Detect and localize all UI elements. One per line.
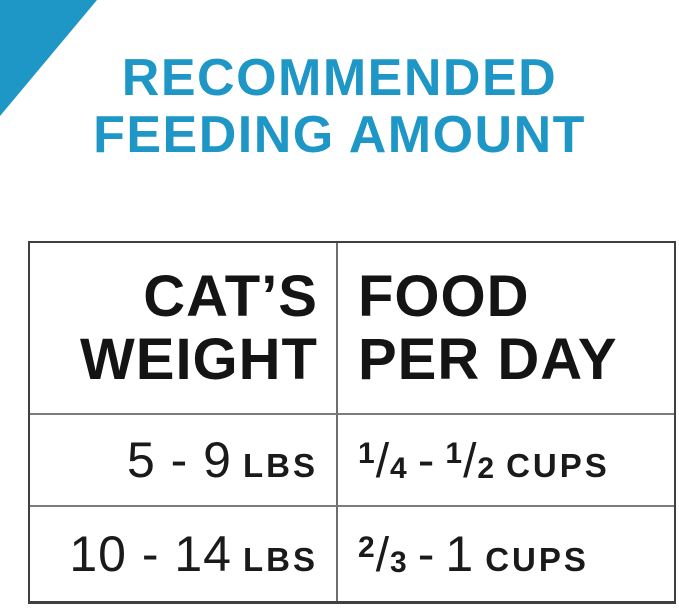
fraction-slash: / [375, 435, 391, 488]
header-food-per-day-line-2: PER DAY [358, 327, 618, 392]
weight-cell-row-1: 5 - 9 LBS [30, 413, 338, 505]
weight-number-row-2: 10 - 14 [69, 526, 232, 582]
weight-value-row-2: 10 - 14 LBS [69, 525, 318, 583]
food-value-row-1: 1/4-1/2 CUPS [358, 431, 610, 489]
fraction-denominator: 3 [390, 546, 408, 579]
food-value-row-2: 2/3-1 CUPS [358, 525, 589, 583]
header-cats-weight-text: CAT’S WEIGHT [80, 265, 318, 391]
fraction-two-thirds: 2/3 [358, 526, 408, 582]
header-food-per-day-line-1: FOOD [358, 264, 530, 329]
header-cats-weight-line-1: CAT’S [143, 264, 318, 329]
weight-unit-row-1: LBS [243, 447, 318, 484]
title-line-1: RECOMMENDED [121, 49, 558, 107]
fraction-denominator: 2 [477, 452, 496, 485]
fraction-one-quarter: 1/4 [358, 432, 408, 488]
food-cell-row-1: 1/4-1/2 CUPS [338, 413, 674, 505]
header-cell-cats-weight: CAT’S WEIGHT [30, 243, 338, 413]
food-unit-row-2: CUPS [485, 541, 589, 578]
fraction-numerator: 1 [445, 437, 464, 470]
range-dash: - [417, 526, 436, 582]
fraction-numerator: 2 [358, 531, 376, 564]
range-dash: - [417, 432, 436, 488]
whole-number-one: 1 [445, 526, 475, 582]
fraction-slash: / [463, 435, 478, 488]
food-unit-row-1: CUPS [506, 447, 610, 484]
fraction-numerator: 1 [358, 437, 376, 470]
header-cell-food-per-day: FOOD PER DAY [338, 243, 674, 413]
page-title: RECOMMENDED FEEDING AMOUNT [0, 50, 679, 164]
weight-cell-row-2: 10 - 14 LBS [30, 505, 338, 601]
fraction-denominator: 4 [390, 452, 408, 485]
title-line-2: FEEDING AMOUNT [93, 106, 586, 164]
fraction-one-half: 1/2 [445, 432, 495, 488]
weight-value-row-1: 5 - 9 LBS [127, 431, 318, 489]
weight-unit-row-2: LBS [243, 541, 318, 578]
header-cats-weight-line-2: WEIGHT [80, 327, 318, 392]
fraction-slash: / [375, 529, 391, 582]
feeding-table: CAT’S WEIGHT FOOD PER DAY 5 - 9 LBS 1/4-1… [28, 241, 676, 604]
food-cell-row-2: 2/3-1 CUPS [338, 505, 674, 601]
header-food-per-day-text: FOOD PER DAY [358, 265, 618, 391]
weight-number-row-1: 5 - 9 [126, 432, 232, 488]
